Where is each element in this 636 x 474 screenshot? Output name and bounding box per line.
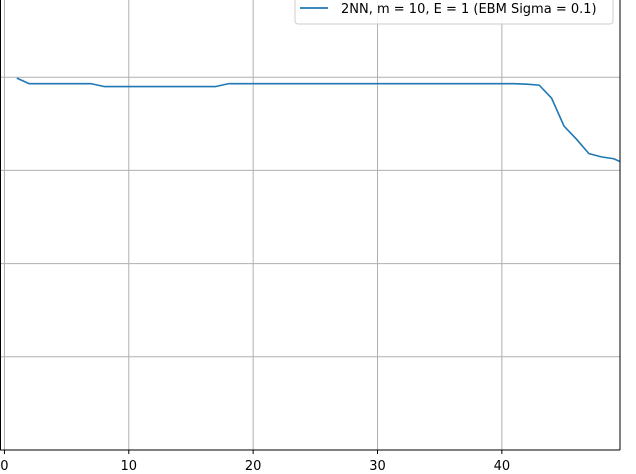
legend: 2NN, m = 10, E = 1 (EBM Sigma = 0.1) <box>294 0 614 25</box>
x-tick-label-4: 40 <box>494 459 511 474</box>
legend-label: 2NN, m = 10, E = 1 (EBM Sigma = 0.1) <box>341 2 597 17</box>
x-tick-labels: 0 10 20 30 40 <box>0 459 510 474</box>
x-tick-label-1: 10 <box>121 459 138 474</box>
axes <box>0 0 621 451</box>
x-tick-label-0: 0 <box>0 459 8 474</box>
x-tick-label-3: 30 <box>369 459 386 474</box>
tick-marks <box>3 450 503 454</box>
y-gridlines <box>0 76 620 358</box>
x-tick-label-2: 20 <box>245 459 262 474</box>
legend-box <box>294 0 614 25</box>
series-line-0 <box>16 77 621 163</box>
x-gridlines <box>3 0 503 450</box>
series-layer <box>16 77 621 163</box>
